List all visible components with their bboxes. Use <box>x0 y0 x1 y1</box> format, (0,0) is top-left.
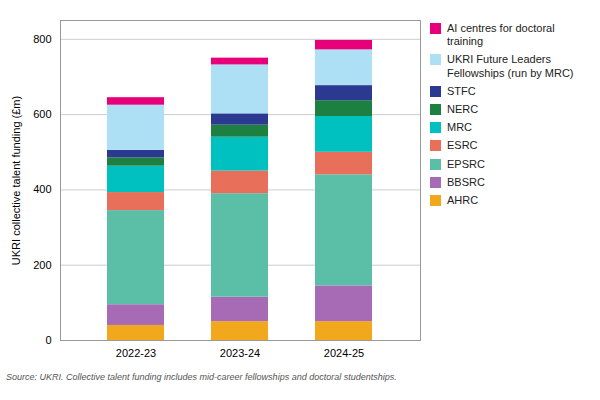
html-text:AI centres for doctoral traini: AI centres for doctoral training <box>447 22 555 48</box>
html-text:ESRC: ESRC <box>447 139 478 152</box>
html-text:Source: UKRI. Collective talen: Source: UKRI. Collective talent funding … <box>6 372 397 382</box>
svg-text:600: 600 <box>33 108 51 120</box>
svg-text:200: 200 <box>33 259 51 271</box>
svg-text:400: 400 <box>33 183 51 195</box>
svg-text:2024-25: 2024-25 <box>324 347 364 359</box>
html-text:MRC: MRC <box>447 121 473 134</box>
svg-text:2023-24: 2023-24 <box>220 347 260 359</box>
svg-text:0: 0 <box>45 334 51 346</box>
svg-text:2022-23: 2022-23 <box>116 347 156 359</box>
html-text:EPSRC: EPSRC <box>447 157 485 170</box>
html-text:AHRC: AHRC <box>447 193 479 206</box>
html-text:UKRI Future Leaders Fellowship: UKRI Future Leaders Fellowships (run by … <box>447 53 574 79</box>
html-text:BBSRC: BBSRC <box>447 175 485 188</box>
html-text:STFC: STFC <box>447 84 476 97</box>
svg-text:UKRI collective talent funding: UKRI collective talent funding (£m) <box>10 96 22 265</box>
html-text:NERC: NERC <box>447 102 479 115</box>
svg-text:800: 800 <box>33 33 51 45</box>
